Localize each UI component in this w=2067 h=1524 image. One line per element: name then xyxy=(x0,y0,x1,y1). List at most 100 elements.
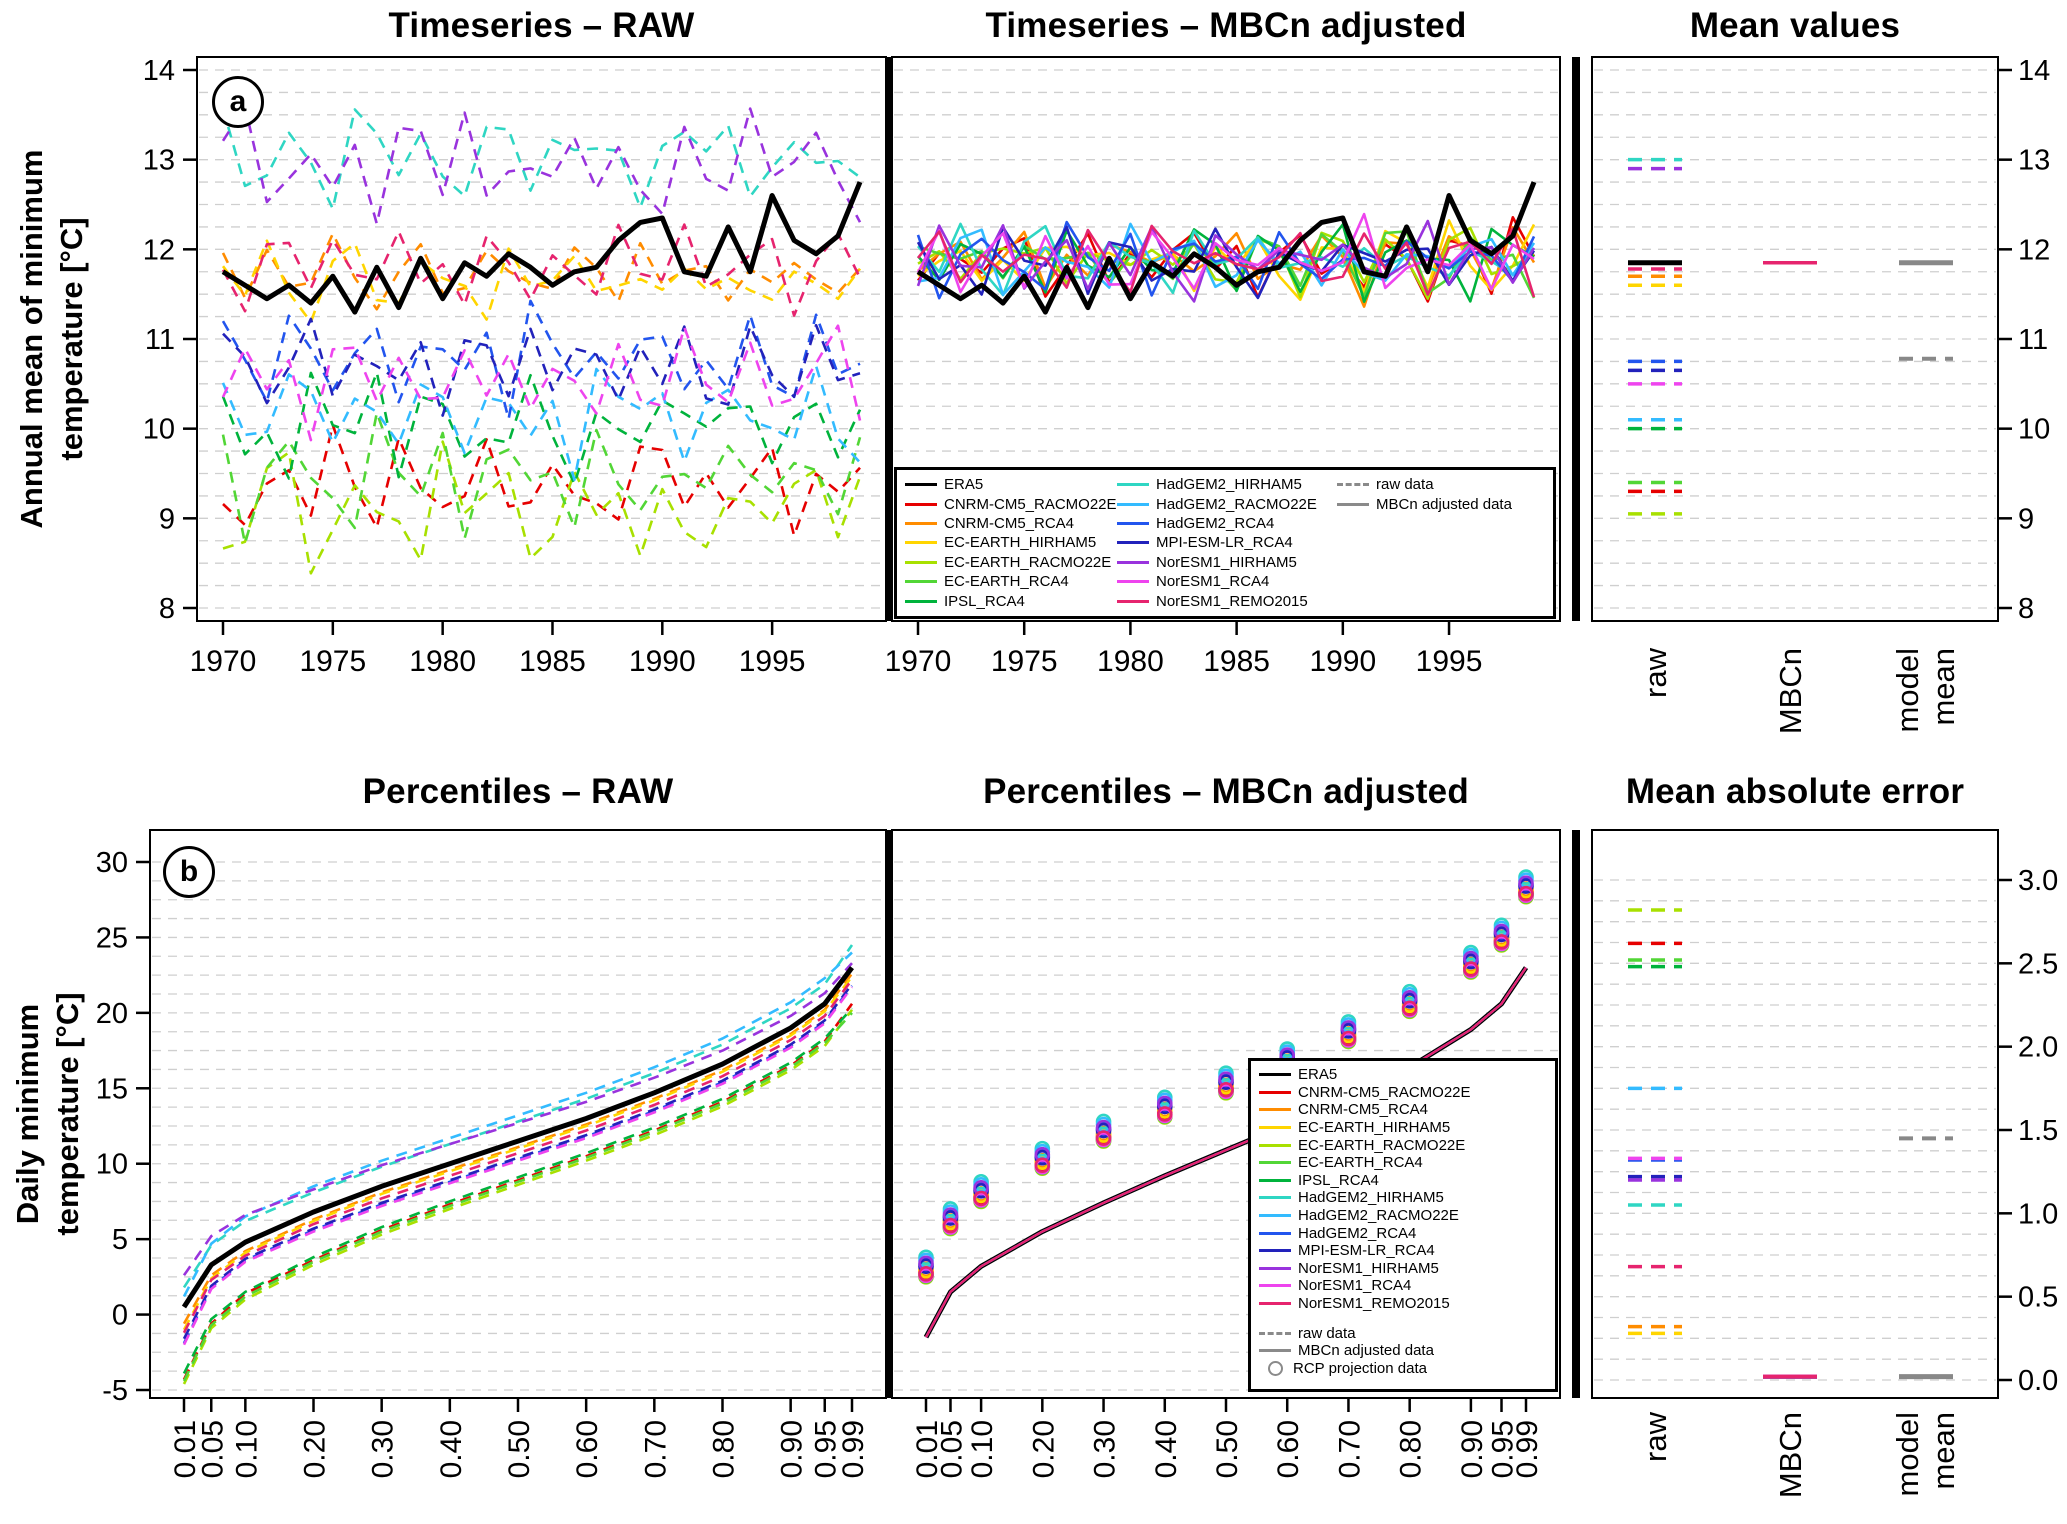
tick-label: 0.20 xyxy=(1027,1420,1060,1478)
series-raw-CNRM-CM5_RACMO22E xyxy=(222,423,861,537)
legend-label: NorESM1_RCA4 xyxy=(1298,1277,1412,1295)
legend-panel-b: ERA5 CNRM-CM5_RACMO22E CNRM-CM5_RCA4 EC-EAR… xyxy=(1248,1058,1558,1392)
tick-label: 0.01 xyxy=(169,1420,202,1478)
tick-label: 3.0 xyxy=(2018,865,2058,897)
legend-line-sample xyxy=(905,580,937,584)
legend-line-sample xyxy=(1259,1331,1291,1335)
tick-label: 0.50 xyxy=(503,1420,536,1478)
column-label: model xyxy=(1890,648,1925,732)
legend-line-sample xyxy=(1117,502,1149,506)
legend-item: NorESM1_REMO2015 xyxy=(1117,591,1337,610)
legend-line-sample xyxy=(905,541,937,545)
tick-label: 13 xyxy=(143,145,175,177)
rcp-point-NorESM1_REMO2015 xyxy=(1463,961,1479,977)
ylabel-panel-a-line1: Annual mean of minimum xyxy=(14,149,49,529)
tick-label: 8 xyxy=(2018,593,2034,625)
legend-line-sample xyxy=(1259,1302,1291,1306)
panel-border xyxy=(149,829,887,1399)
pct-raw-MPI-ESM-LR_RCA4 xyxy=(182,983,854,1340)
legend-line-sample xyxy=(905,599,937,603)
legend-label: EC-EARTH_RACMO22E xyxy=(944,553,1112,571)
legend-label: IPSL_RCA4 xyxy=(944,592,1025,610)
pct-raw-HadGEM2_HIRHAM5 xyxy=(182,944,854,1289)
tick-label: 12 xyxy=(143,234,175,266)
legend-line-sample xyxy=(1259,1090,1291,1094)
tick-label: 1980 xyxy=(1097,645,1164,678)
legend-line-sample xyxy=(1259,1196,1291,1200)
series-raw-ERA5 xyxy=(221,181,863,315)
legend-label: HadGEM2_HIRHAM5 xyxy=(1298,1189,1444,1207)
legend-label: MPI-ESM-LR_RCA4 xyxy=(1298,1242,1435,1260)
legend-line-sample xyxy=(905,521,937,525)
column-label: mean xyxy=(1926,1412,1961,1490)
legend-label: EC-EARTH_RACMO22E xyxy=(1298,1136,1466,1154)
legend-item: raw data xyxy=(1259,1324,1471,1342)
tick-label: 2.0 xyxy=(2018,1032,2058,1064)
tick-label: 0.95 xyxy=(810,1420,843,1478)
legend-item: NorESM1_HIRHAM5 xyxy=(1117,553,1337,572)
legend-item: MBCn adjusted data xyxy=(1259,1342,1471,1360)
legend-label: CNRM-CM5_RCA4 xyxy=(944,514,1075,532)
tick-label: 1985 xyxy=(1203,645,1270,678)
title-mean-values: Mean values xyxy=(1689,6,1901,45)
tick-label: 13 xyxy=(2018,145,2050,177)
rcp-point-NorESM1_REMO2015 xyxy=(1095,1130,1112,1146)
pct-raw-NorESM1_HIRHAM5 xyxy=(182,962,853,1277)
legend-line-sample xyxy=(1259,1143,1291,1147)
legend-panel-a: ERA5 CNRM-CM5_RACMO22E CNRM-CM5_RCA4 EC-EAR… xyxy=(894,467,1556,619)
title-mean-absolute-error: Mean absolute error xyxy=(1625,772,1965,811)
tick-label: 14 xyxy=(2018,55,2050,87)
tick-label: 10 xyxy=(143,414,175,446)
legend-label: CNRM-CM5_RACMO22E xyxy=(944,495,1117,513)
pct-raw-CNRM-CM5_RACMO22E xyxy=(182,1003,854,1380)
column-label: MBCn xyxy=(1773,648,1808,734)
panel-border xyxy=(1591,829,1999,1399)
legend-line-sample xyxy=(1259,1073,1291,1077)
rcp-point-NorESM1_REMO2015 xyxy=(1034,1157,1051,1174)
legend-item: HadGEM2_HIRHAM5 xyxy=(1259,1189,1471,1207)
series-raw-EC-EARTH_RCA4 xyxy=(221,411,862,545)
legend-item: HadGEM2_RCA4 xyxy=(1259,1224,1471,1242)
legend-item: MPI-ESM-LR_RCA4 xyxy=(1259,1242,1471,1260)
legend-line-sample xyxy=(905,502,937,506)
tick-label: 1975 xyxy=(991,645,1058,678)
tick-label: 11 xyxy=(2018,324,2048,356)
panel-a-badge: a xyxy=(212,76,264,128)
pct-raw-NorESM1_RCA4 xyxy=(182,986,854,1346)
tick-label: 10 xyxy=(96,1149,128,1181)
legend-line-sample xyxy=(1259,1249,1291,1253)
legend-item: IPSL_RCA4 xyxy=(1259,1172,1471,1190)
legend-line-sample xyxy=(1259,1349,1291,1353)
tick-label: 1995 xyxy=(1416,645,1483,678)
legend-label: raw data xyxy=(1298,1324,1356,1342)
tick-label: 20 xyxy=(96,998,128,1030)
tick-label: 0.70 xyxy=(1333,1420,1366,1478)
pct-raw-EC-EARTH_HIRHAM5 xyxy=(182,975,854,1331)
column-label: MBCn xyxy=(1773,1412,1808,1498)
legend-item: EC-EARTH_HIRHAM5 xyxy=(905,533,1117,552)
tick-label: 30 xyxy=(96,847,128,879)
legend-line-sample xyxy=(1259,1266,1291,1270)
legend-line-sample xyxy=(1259,1231,1291,1235)
legend-label: HadGEM2_RACMO22E xyxy=(1298,1207,1459,1225)
tick-label: 1980 xyxy=(409,645,476,678)
legend-line-sample xyxy=(1117,541,1149,545)
legend-item: CNRM-CM5_RACMO22E xyxy=(905,494,1117,513)
pct-raw-CNRM-CM5_RCA4 xyxy=(182,972,854,1325)
tick-label: 0.99 xyxy=(837,1420,870,1478)
legend-item: EC-EARTH_RCA4 xyxy=(1259,1154,1471,1172)
tick-label: 0.30 xyxy=(1089,1420,1122,1478)
legend-label: EC-EARTH_RCA4 xyxy=(944,573,1069,591)
legend-line-sample xyxy=(1259,1161,1291,1165)
column-label: raw xyxy=(1638,1411,1673,1462)
tick-label: 0.70 xyxy=(639,1420,672,1478)
legend-label: ERA5 xyxy=(944,476,984,494)
title-percentiles-mbcn: Percentiles – MBCn adjusted xyxy=(983,772,1469,811)
tick-label: 0.05 xyxy=(935,1420,968,1478)
series-mbcn-HadGEM2_HIRHAM5 xyxy=(916,222,1536,297)
tick-label: 1970 xyxy=(885,645,952,678)
rcp-point-NorESM1_REMO2015 xyxy=(942,1217,959,1234)
tick-label: 1970 xyxy=(190,645,257,678)
